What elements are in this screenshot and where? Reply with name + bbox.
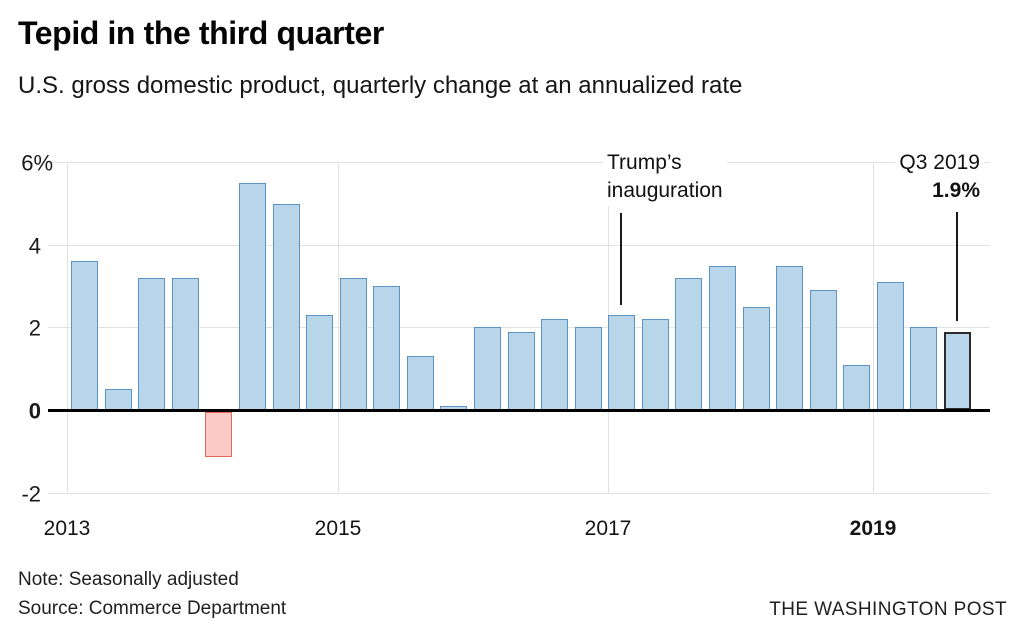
y-axis-label: 2 bbox=[28, 315, 41, 341]
bar-2014-q4 bbox=[306, 315, 333, 410]
bar-2013-q4 bbox=[171, 277, 199, 410]
bar-2014-q2 bbox=[238, 182, 266, 410]
annotation-text-line: Q3 2019 bbox=[899, 151, 980, 174]
bar-2015-q1 bbox=[339, 277, 367, 410]
bar-2018-q1 bbox=[742, 306, 770, 411]
bar-2014-q1 bbox=[205, 411, 233, 457]
annotation-text-line: Trump’s bbox=[607, 151, 682, 174]
chart-title: Tepid in the third quarter bbox=[18, 15, 384, 51]
x-axis-label: 2019 bbox=[849, 517, 897, 540]
publisher-wordmark: THE WASHINGTON POST bbox=[769, 599, 1007, 620]
bar-2019-q1 bbox=[876, 282, 904, 410]
annotation-q3-2019-value: Q3 2019 1.9% bbox=[895, 148, 984, 206]
x-axis-label: 2013 bbox=[43, 517, 91, 540]
annotation-text-line: 1.9% bbox=[932, 179, 980, 202]
annotation-trump-inauguration: Trump’s inauguration bbox=[603, 148, 727, 206]
y-axis-label: 0 bbox=[28, 398, 41, 424]
bar-2018-q2 bbox=[776, 265, 804, 410]
x-axis-label: 2015 bbox=[314, 517, 362, 540]
bar-2017-q3 bbox=[675, 277, 703, 410]
bar-2016-q1 bbox=[473, 327, 501, 410]
bar-2014-q3 bbox=[272, 203, 300, 410]
bar-2018-q3 bbox=[809, 290, 837, 410]
gridline-horizontal bbox=[48, 327, 990, 329]
bar-2017-q2 bbox=[641, 319, 669, 410]
annotation-pointer-line bbox=[620, 213, 622, 305]
chart-subtitle: U.S. gross domestic product, quarterly c… bbox=[18, 72, 743, 99]
bar-2013-q2 bbox=[104, 389, 132, 410]
zero-baseline bbox=[48, 408, 990, 412]
bar-2018-q4 bbox=[843, 364, 871, 410]
gridline-vertical bbox=[67, 162, 68, 493]
bar-2013-q1 bbox=[71, 261, 98, 410]
bar-2017-q1 bbox=[608, 315, 636, 410]
chart-source: Source: Commerce Department bbox=[18, 598, 287, 619]
bar-2016-q3 bbox=[541, 319, 569, 410]
bar-2019-q2 bbox=[910, 327, 938, 410]
gridline-vertical bbox=[873, 162, 874, 493]
annotation-pointer-line bbox=[956, 212, 958, 321]
chart-note: Note: Seasonally adjusted bbox=[18, 569, 239, 590]
y-axis-label: -2 bbox=[21, 481, 41, 507]
bar-2013-q3 bbox=[138, 277, 166, 410]
y-axis-label: 6% bbox=[21, 150, 53, 176]
bar-2016-q2 bbox=[507, 331, 535, 410]
bar-2015-q3 bbox=[406, 356, 434, 410]
annotation-text-line: inauguration bbox=[607, 179, 723, 202]
gridline-horizontal bbox=[48, 162, 990, 164]
gridline-horizontal bbox=[48, 492, 990, 494]
x-axis-label: 2017 bbox=[584, 517, 632, 540]
bar-2019-q3 bbox=[944, 331, 971, 410]
gridline-vertical bbox=[338, 162, 339, 493]
bar-2017-q4 bbox=[709, 265, 736, 410]
bar-2015-q2 bbox=[373, 286, 401, 410]
bar-2016-q4 bbox=[574, 327, 602, 410]
gridline-horizontal bbox=[48, 244, 990, 246]
y-axis-label: 4 bbox=[28, 233, 41, 259]
